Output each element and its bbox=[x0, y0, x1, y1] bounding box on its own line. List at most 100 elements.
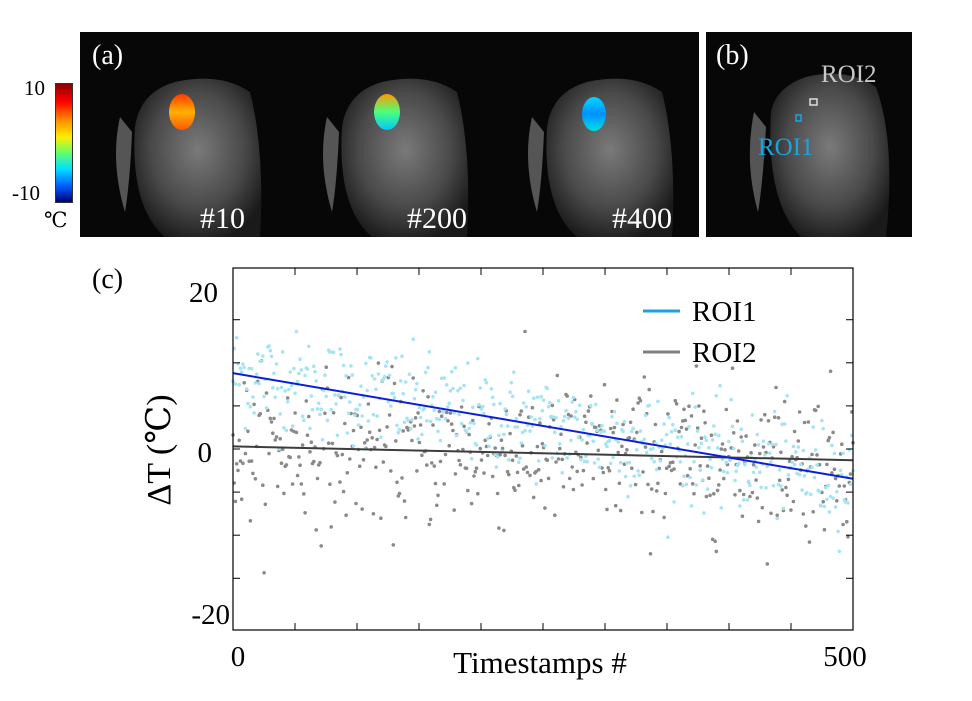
roi2-data-point bbox=[449, 422, 454, 426]
roi2-data-point bbox=[565, 394, 569, 398]
roi2-data-point bbox=[603, 487, 608, 492]
roi1-data-point bbox=[626, 494, 630, 499]
roi1-data-point bbox=[370, 374, 375, 378]
roi2-data-point bbox=[705, 464, 710, 468]
roi1-data-point bbox=[729, 397, 733, 402]
roi2-data-point bbox=[569, 414, 573, 418]
roi2-data-point bbox=[663, 491, 668, 496]
roi1-data-point bbox=[580, 438, 584, 442]
roi2-data-point bbox=[535, 444, 540, 449]
roi2-data-point bbox=[279, 461, 284, 466]
roi1-data-point bbox=[531, 396, 536, 401]
roi2-data-point bbox=[415, 469, 419, 473]
roi2-data-point bbox=[796, 439, 801, 443]
roi2-data-point bbox=[431, 423, 435, 427]
roi1-data-point bbox=[478, 386, 483, 390]
roi1-label: ROI1 bbox=[758, 134, 814, 161]
roi2-data-point bbox=[741, 492, 746, 497]
roi1-data-point bbox=[628, 483, 633, 488]
roi1-data-point bbox=[570, 400, 574, 404]
roi2-data-point bbox=[589, 394, 593, 398]
roi2-data-point bbox=[585, 441, 589, 445]
roi2-data-point bbox=[559, 432, 563, 437]
roi2-data-point bbox=[648, 552, 653, 556]
roi1-data-point bbox=[389, 404, 393, 408]
roi2-data-point bbox=[264, 391, 269, 395]
roi1-data-point bbox=[685, 442, 690, 446]
roi2-data-point bbox=[540, 441, 545, 446]
roi2-data-point bbox=[249, 459, 254, 463]
roi2-data-point bbox=[318, 460, 322, 465]
roi1-data-point bbox=[487, 444, 491, 449]
roi1-marker bbox=[795, 114, 802, 122]
roi1-data-point bbox=[610, 414, 614, 419]
roi2-data-point bbox=[837, 484, 842, 488]
roi2-data-point bbox=[625, 448, 629, 452]
roi1-data-point bbox=[524, 405, 528, 409]
roi1-data-point bbox=[541, 398, 546, 403]
roi1-data-point bbox=[558, 442, 562, 446]
y-tick-20: 20 bbox=[189, 277, 218, 309]
roi1-data-point bbox=[426, 365, 430, 370]
roi2-data-point bbox=[628, 420, 633, 425]
roi1-data-point bbox=[817, 489, 822, 494]
roi2-data-point bbox=[437, 409, 442, 414]
roi1-data-point bbox=[413, 388, 418, 392]
roi2-data-point bbox=[525, 470, 530, 475]
roi1-data-point bbox=[533, 417, 537, 422]
roi1-data-point bbox=[521, 401, 526, 405]
roi1-data-point bbox=[336, 393, 341, 397]
roi1-data-point bbox=[809, 492, 813, 497]
roi1-data-point bbox=[707, 445, 711, 450]
roi2-data-point bbox=[523, 329, 527, 334]
roi2-data-point bbox=[448, 411, 453, 415]
roi2-data-point bbox=[323, 411, 327, 416]
roi2-data-point bbox=[268, 416, 273, 421]
roi1-data-point bbox=[534, 482, 538, 486]
roi2-data-point bbox=[335, 453, 340, 458]
panel-b-label: (b) bbox=[716, 40, 749, 71]
roi2-data-point bbox=[835, 499, 839, 503]
roi2-data-point bbox=[413, 416, 418, 420]
roi1-data-point bbox=[543, 444, 547, 448]
roi1-data-point bbox=[734, 469, 738, 474]
roi1-data-point bbox=[510, 394, 515, 399]
roi2-data-point bbox=[758, 451, 762, 456]
roi2-data-point bbox=[252, 402, 256, 407]
roi2-data-point bbox=[466, 488, 470, 493]
roi2-data-point bbox=[351, 428, 356, 433]
roi2-data-point bbox=[338, 480, 342, 484]
panel-a-label: (a) bbox=[92, 40, 124, 71]
roi1-data-point bbox=[818, 503, 823, 508]
roi1-data-point bbox=[252, 411, 256, 415]
roi2-data-point bbox=[297, 455, 301, 459]
roi1-data-point bbox=[462, 383, 466, 388]
roi1-data-point bbox=[428, 419, 433, 424]
roi1-data-point bbox=[492, 402, 496, 407]
roi1-data-point bbox=[319, 407, 324, 412]
roi1-data-point bbox=[489, 387, 494, 391]
mri-slice-10 bbox=[116, 78, 262, 237]
roi1-data-point bbox=[284, 428, 289, 433]
roi2-data-point bbox=[825, 462, 829, 467]
roi1-data-point bbox=[589, 403, 593, 408]
roi2-data-point bbox=[608, 426, 613, 431]
mri-slice-200 bbox=[323, 78, 469, 237]
roi2-data-point bbox=[689, 414, 694, 418]
roi2-data-point bbox=[654, 489, 659, 493]
roi1-data-point bbox=[324, 394, 329, 399]
roi1-data-point bbox=[307, 344, 311, 349]
roi1-data-point bbox=[333, 393, 337, 397]
roi2-data-point bbox=[275, 484, 280, 489]
roi2-data-point bbox=[759, 418, 763, 422]
roi1-data-point bbox=[644, 450, 649, 455]
roi2-data-point bbox=[394, 439, 398, 443]
roi1-data-point bbox=[705, 487, 710, 491]
roi2-data-point bbox=[241, 461, 245, 466]
roi1-data-point bbox=[682, 474, 686, 479]
axis-ticks bbox=[233, 268, 853, 630]
roi1-data-point bbox=[294, 329, 299, 334]
roi2-data-point bbox=[664, 466, 669, 471]
frame-label-200: #200 bbox=[407, 202, 467, 235]
roi2-data-point bbox=[841, 522, 845, 527]
